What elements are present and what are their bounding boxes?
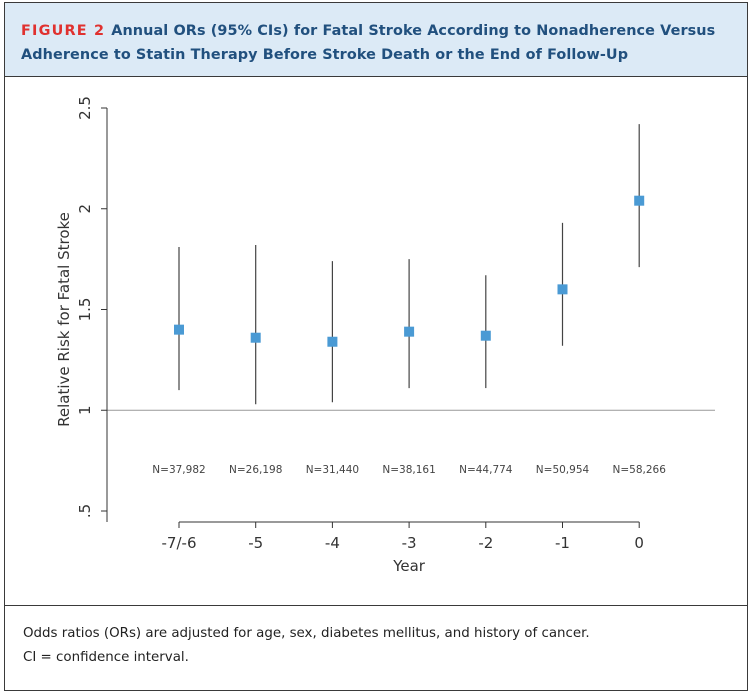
odds-ratio-chart: .5 1 1.5 2 2.5 Relative Risk for Fatal Stroke… xyxy=(55,96,715,575)
figure-title-line-2: Adherence to Statin Therapy Before Strok… xyxy=(21,47,629,63)
x-tick-label: -1 xyxy=(555,534,570,552)
y-tick-label: 1.5 xyxy=(76,298,94,322)
estimate-marker xyxy=(174,324,184,335)
figure-header: FIGURE 2 Annual ORs (95% CIs) for Fatal S… xyxy=(5,3,747,77)
estimate-marker xyxy=(557,284,568,295)
y-tick-label: 1 xyxy=(76,405,94,415)
estimate-marker xyxy=(480,330,491,341)
footnote-line-1: Odds ratios (ORs) are adjusted for age, … xyxy=(23,626,590,641)
sample-size-label: N=50,954 xyxy=(536,464,590,476)
figure-footnote: Odds ratios (ORs) are adjusted for age, … xyxy=(5,605,747,691)
x-tick-label: -3 xyxy=(402,534,417,552)
y-tick-label: 2 xyxy=(76,204,94,214)
estimate-marker xyxy=(250,332,261,343)
estimate-marker xyxy=(327,336,338,347)
y-tick-label: .5 xyxy=(76,504,94,518)
x-tick-label: -4 xyxy=(325,534,340,552)
sample-size-label: N=37,982 xyxy=(152,464,205,476)
x-axis-title: Year xyxy=(392,557,426,575)
sample-size-label: N=26,198 xyxy=(229,464,282,476)
sample-size-label: N=58,266 xyxy=(612,464,666,476)
y-tick-label: 2.5 xyxy=(76,96,94,120)
x-tick-label: 0 xyxy=(634,534,644,552)
x-tick-label: -7/-6 xyxy=(162,534,197,552)
sample-size-label: N=38,161 xyxy=(382,464,435,476)
y-axis-title: Relative Risk for Fatal Stroke xyxy=(55,212,73,427)
x-tick-label: -2 xyxy=(478,534,493,552)
x-tick-label: -5 xyxy=(248,534,263,552)
chart-area: .5 1 1.5 2 2.5 Relative Risk for Fatal Stroke… xyxy=(5,77,747,605)
figure-label: FIGURE 2 xyxy=(21,23,106,39)
figure-title-line-1: FIGURE 2 Annual ORs (95% CIs) for Fatal S… xyxy=(21,19,731,43)
sample-size-label: N=44,774 xyxy=(459,464,513,476)
figure-title-text-1: Annual ORs (95% CIs) for Fatal Stroke Ac… xyxy=(111,23,716,39)
figure-container: FIGURE 2 Annual ORs (95% CIs) for Fatal S… xyxy=(4,2,748,691)
footnote-line-2: CI = confidence interval. xyxy=(23,650,189,665)
estimate-marker xyxy=(404,326,415,337)
estimate-marker xyxy=(634,195,645,206)
sample-size-label: N=31,440 xyxy=(306,464,359,476)
